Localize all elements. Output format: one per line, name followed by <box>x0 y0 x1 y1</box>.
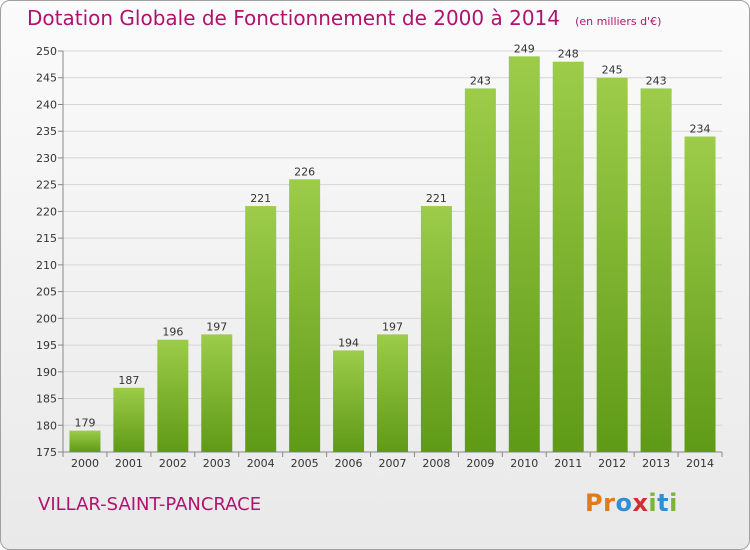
bar-2010 <box>508 56 540 452</box>
data-label: 245 <box>602 64 623 77</box>
x-tick-label: 2011 <box>554 457 582 470</box>
bar-2008 <box>420 206 452 452</box>
data-label: 179 <box>74 417 95 430</box>
x-tick-label: 2013 <box>642 457 670 470</box>
x-tick-label: 2007 <box>379 457 407 470</box>
x-tick-label: 2014 <box>686 457 714 470</box>
logo-letter: x <box>632 489 649 517</box>
y-tick-label: 215 <box>36 232 57 245</box>
x-tick-label: 2000 <box>71 457 99 470</box>
proxiti-logo: Proxiti <box>585 489 678 517</box>
x-tick-label: 2003 <box>203 457 231 470</box>
bar-2000 <box>69 430 101 452</box>
bar-2003 <box>201 334 233 452</box>
y-tick-label: 220 <box>36 205 57 218</box>
bar-2002 <box>157 339 189 452</box>
y-tick-label: 180 <box>36 419 57 432</box>
bar-2012 <box>596 77 628 452</box>
data-label: 197 <box>206 320 227 333</box>
x-tick-label: 2005 <box>291 457 319 470</box>
logo-letter: t <box>657 489 670 517</box>
logo-letter: o <box>615 489 633 517</box>
x-tick-label: 2001 <box>115 457 143 470</box>
logo-letter: r <box>603 489 616 517</box>
bar-2007 <box>377 334 408 452</box>
commune-name: VILLAR-SAINT-PANCRACE <box>38 494 262 515</box>
y-tick-label: 200 <box>36 312 57 325</box>
bar-2001 <box>113 387 145 452</box>
unit-note: (en milliers d'€) <box>575 15 662 28</box>
bar-2009 <box>464 88 496 452</box>
data-label: 234 <box>690 123 711 136</box>
x-tick-label: 2009 <box>466 457 494 470</box>
x-tick-label: 2002 <box>159 457 187 470</box>
y-tick-label: 190 <box>36 366 57 379</box>
bar-2014 <box>684 136 716 452</box>
bar-2011 <box>552 61 584 453</box>
y-tick-label: 245 <box>36 72 57 85</box>
y-tick-label: 205 <box>36 286 57 299</box>
chart-header: Dotation Globale de Fonctionnement de 20… <box>27 6 661 30</box>
data-label: 226 <box>294 165 315 178</box>
logo-letter: i <box>669 489 678 517</box>
y-tick-label: 250 <box>36 45 57 58</box>
data-label: 221 <box>426 192 447 205</box>
logo-letter: P <box>585 489 604 517</box>
data-label: 243 <box>646 74 667 87</box>
y-tick-label: 195 <box>36 339 57 352</box>
data-label: 187 <box>118 374 139 387</box>
x-tick-label: 2010 <box>510 457 538 470</box>
data-label: 249 <box>514 42 535 55</box>
data-label: 248 <box>558 48 579 61</box>
x-tick-label: 2012 <box>598 457 626 470</box>
y-tick-label: 235 <box>36 125 57 138</box>
y-tick-label: 240 <box>36 98 57 111</box>
data-label: 194 <box>338 336 359 349</box>
data-label: 196 <box>162 326 183 339</box>
y-tick-label: 230 <box>36 152 57 165</box>
bar-2013 <box>640 88 672 452</box>
bar-2006 <box>333 350 365 452</box>
data-label: 221 <box>250 192 271 205</box>
bar-2005 <box>289 179 321 452</box>
data-label: 197 <box>382 320 403 333</box>
x-tick-label: 2008 <box>422 457 450 470</box>
y-tick-label: 175 <box>36 446 57 459</box>
x-tick-label: 2004 <box>247 457 275 470</box>
chart-title: Dotation Globale de Fonctionnement de 20… <box>27 6 560 30</box>
y-tick-label: 185 <box>36 393 57 406</box>
x-tick-label: 2006 <box>335 457 363 470</box>
y-tick-label: 210 <box>36 259 57 272</box>
data-label: 243 <box>470 74 491 87</box>
y-tick-label: 225 <box>36 179 57 192</box>
logo-letter: i <box>648 489 658 517</box>
bar-2004 <box>245 206 277 452</box>
